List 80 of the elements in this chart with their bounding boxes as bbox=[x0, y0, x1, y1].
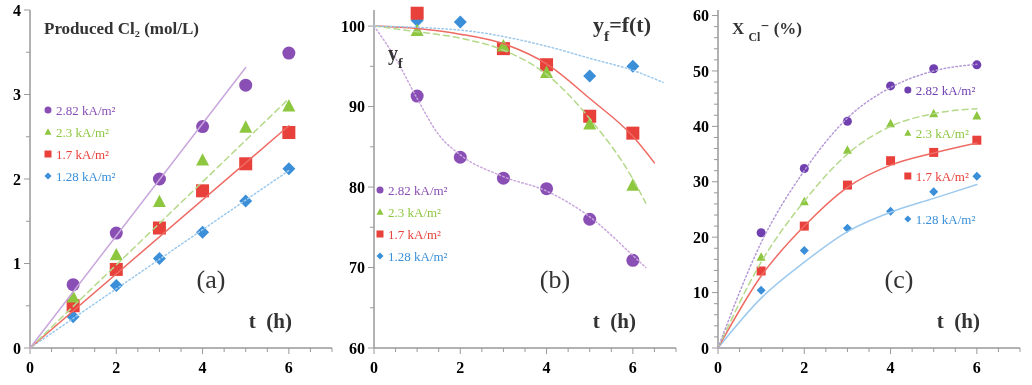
legend-label: 2.82 kA/m² bbox=[915, 82, 976, 98]
point bbox=[583, 69, 597, 83]
point bbox=[756, 252, 766, 261]
point bbox=[282, 46, 296, 60]
point bbox=[626, 59, 640, 73]
x-tick-label: 4 bbox=[542, 359, 551, 376]
line-series bbox=[717, 183, 978, 349]
y-tick-label: 0 bbox=[701, 339, 709, 357]
y-tick-label: 40 bbox=[693, 117, 709, 135]
annotation: (b) bbox=[539, 265, 571, 294]
point bbox=[453, 15, 467, 29]
x-axis-title: t (h) bbox=[936, 309, 980, 333]
point bbox=[972, 60, 982, 70]
point bbox=[282, 162, 296, 176]
chart-title: y$_{f}$=f(t) bbox=[593, 12, 651, 44]
point bbox=[756, 228, 766, 238]
x-tick-label: 6 bbox=[284, 359, 293, 376]
legend-label: 1.7 kA/m² bbox=[388, 226, 442, 242]
y-tick-label: 30 bbox=[693, 173, 709, 191]
annotation: (a) bbox=[196, 265, 226, 294]
point bbox=[972, 110, 982, 120]
y-tick-label: 50 bbox=[693, 62, 709, 80]
x-axis-title: t (h) bbox=[592, 309, 636, 333]
y-tick-label: 3 bbox=[13, 86, 21, 104]
x-tick-label: 0 bbox=[370, 359, 378, 376]
point bbox=[282, 99, 296, 112]
y-axis-title: X $_{Cl}$⁻ (%) bbox=[732, 19, 802, 44]
x-axis-title: t (h) bbox=[248, 309, 292, 333]
point bbox=[626, 253, 640, 267]
legend-label: 2.3 kA/m² bbox=[915, 125, 969, 141]
y-tick-label: 10 bbox=[693, 284, 709, 302]
point bbox=[972, 135, 982, 145]
y-tick-label: 1 bbox=[13, 255, 21, 273]
x-tick-label: 6 bbox=[972, 359, 981, 376]
annotation: (c) bbox=[884, 265, 914, 294]
y-tick-label: 20 bbox=[693, 228, 709, 246]
x-tick-label: 2 bbox=[112, 359, 121, 376]
legend-label: 1.28 kA/m² bbox=[915, 211, 976, 227]
y-axis-title: y$_{f}$ bbox=[388, 42, 403, 71]
legend-label: 1.7 kA/m² bbox=[56, 146, 110, 162]
legend-label: 1.28 kA/m² bbox=[388, 248, 448, 264]
legend-label: 1.7 kA/m² bbox=[915, 168, 969, 184]
legend-label: 2.82 kA/m² bbox=[388, 182, 448, 198]
x-tick-label: 4 bbox=[198, 359, 207, 376]
point bbox=[453, 150, 467, 164]
x-tick-label: 0 bbox=[26, 359, 34, 376]
point bbox=[886, 156, 896, 166]
x-tick-label: 4 bbox=[886, 359, 895, 376]
point bbox=[799, 245, 809, 255]
legend-label: 2.82 kA/m² bbox=[56, 102, 116, 118]
point bbox=[410, 6, 424, 20]
point bbox=[626, 178, 640, 191]
x-tick-label: 0 bbox=[714, 359, 722, 376]
point bbox=[239, 78, 253, 92]
point bbox=[196, 184, 210, 198]
point bbox=[109, 247, 123, 261]
point bbox=[842, 145, 852, 154]
y-tick-label: 60 bbox=[349, 339, 365, 357]
y-axis-title: Produced Cl₂ (mol/L) bbox=[44, 19, 199, 38]
x-tick-label: 2 bbox=[456, 359, 465, 376]
x-tick-label: 6 bbox=[628, 359, 637, 376]
legend-label: 1.28 kA/m² bbox=[56, 168, 116, 184]
y-tick-label: 0 bbox=[13, 339, 21, 357]
y-tick-label: 60 bbox=[693, 7, 709, 25]
y-tick-label: 100 bbox=[341, 17, 365, 35]
y-tick-label: 90 bbox=[349, 98, 365, 116]
point bbox=[239, 120, 253, 133]
y-tick-label: 2 bbox=[13, 170, 21, 188]
point bbox=[196, 153, 210, 166]
y-tick-label: 70 bbox=[349, 259, 365, 277]
point bbox=[282, 126, 296, 140]
legend-label: 2.3 kA/m² bbox=[388, 204, 442, 220]
point bbox=[972, 171, 982, 181]
legend-label: 2.3 kA/m² bbox=[56, 124, 110, 140]
x-tick-label: 2 bbox=[800, 359, 809, 376]
y-tick-label: 80 bbox=[349, 178, 365, 196]
y-tick-label: 4 bbox=[13, 1, 21, 19]
point bbox=[929, 187, 939, 197]
point bbox=[756, 285, 766, 295]
point bbox=[152, 194, 166, 208]
